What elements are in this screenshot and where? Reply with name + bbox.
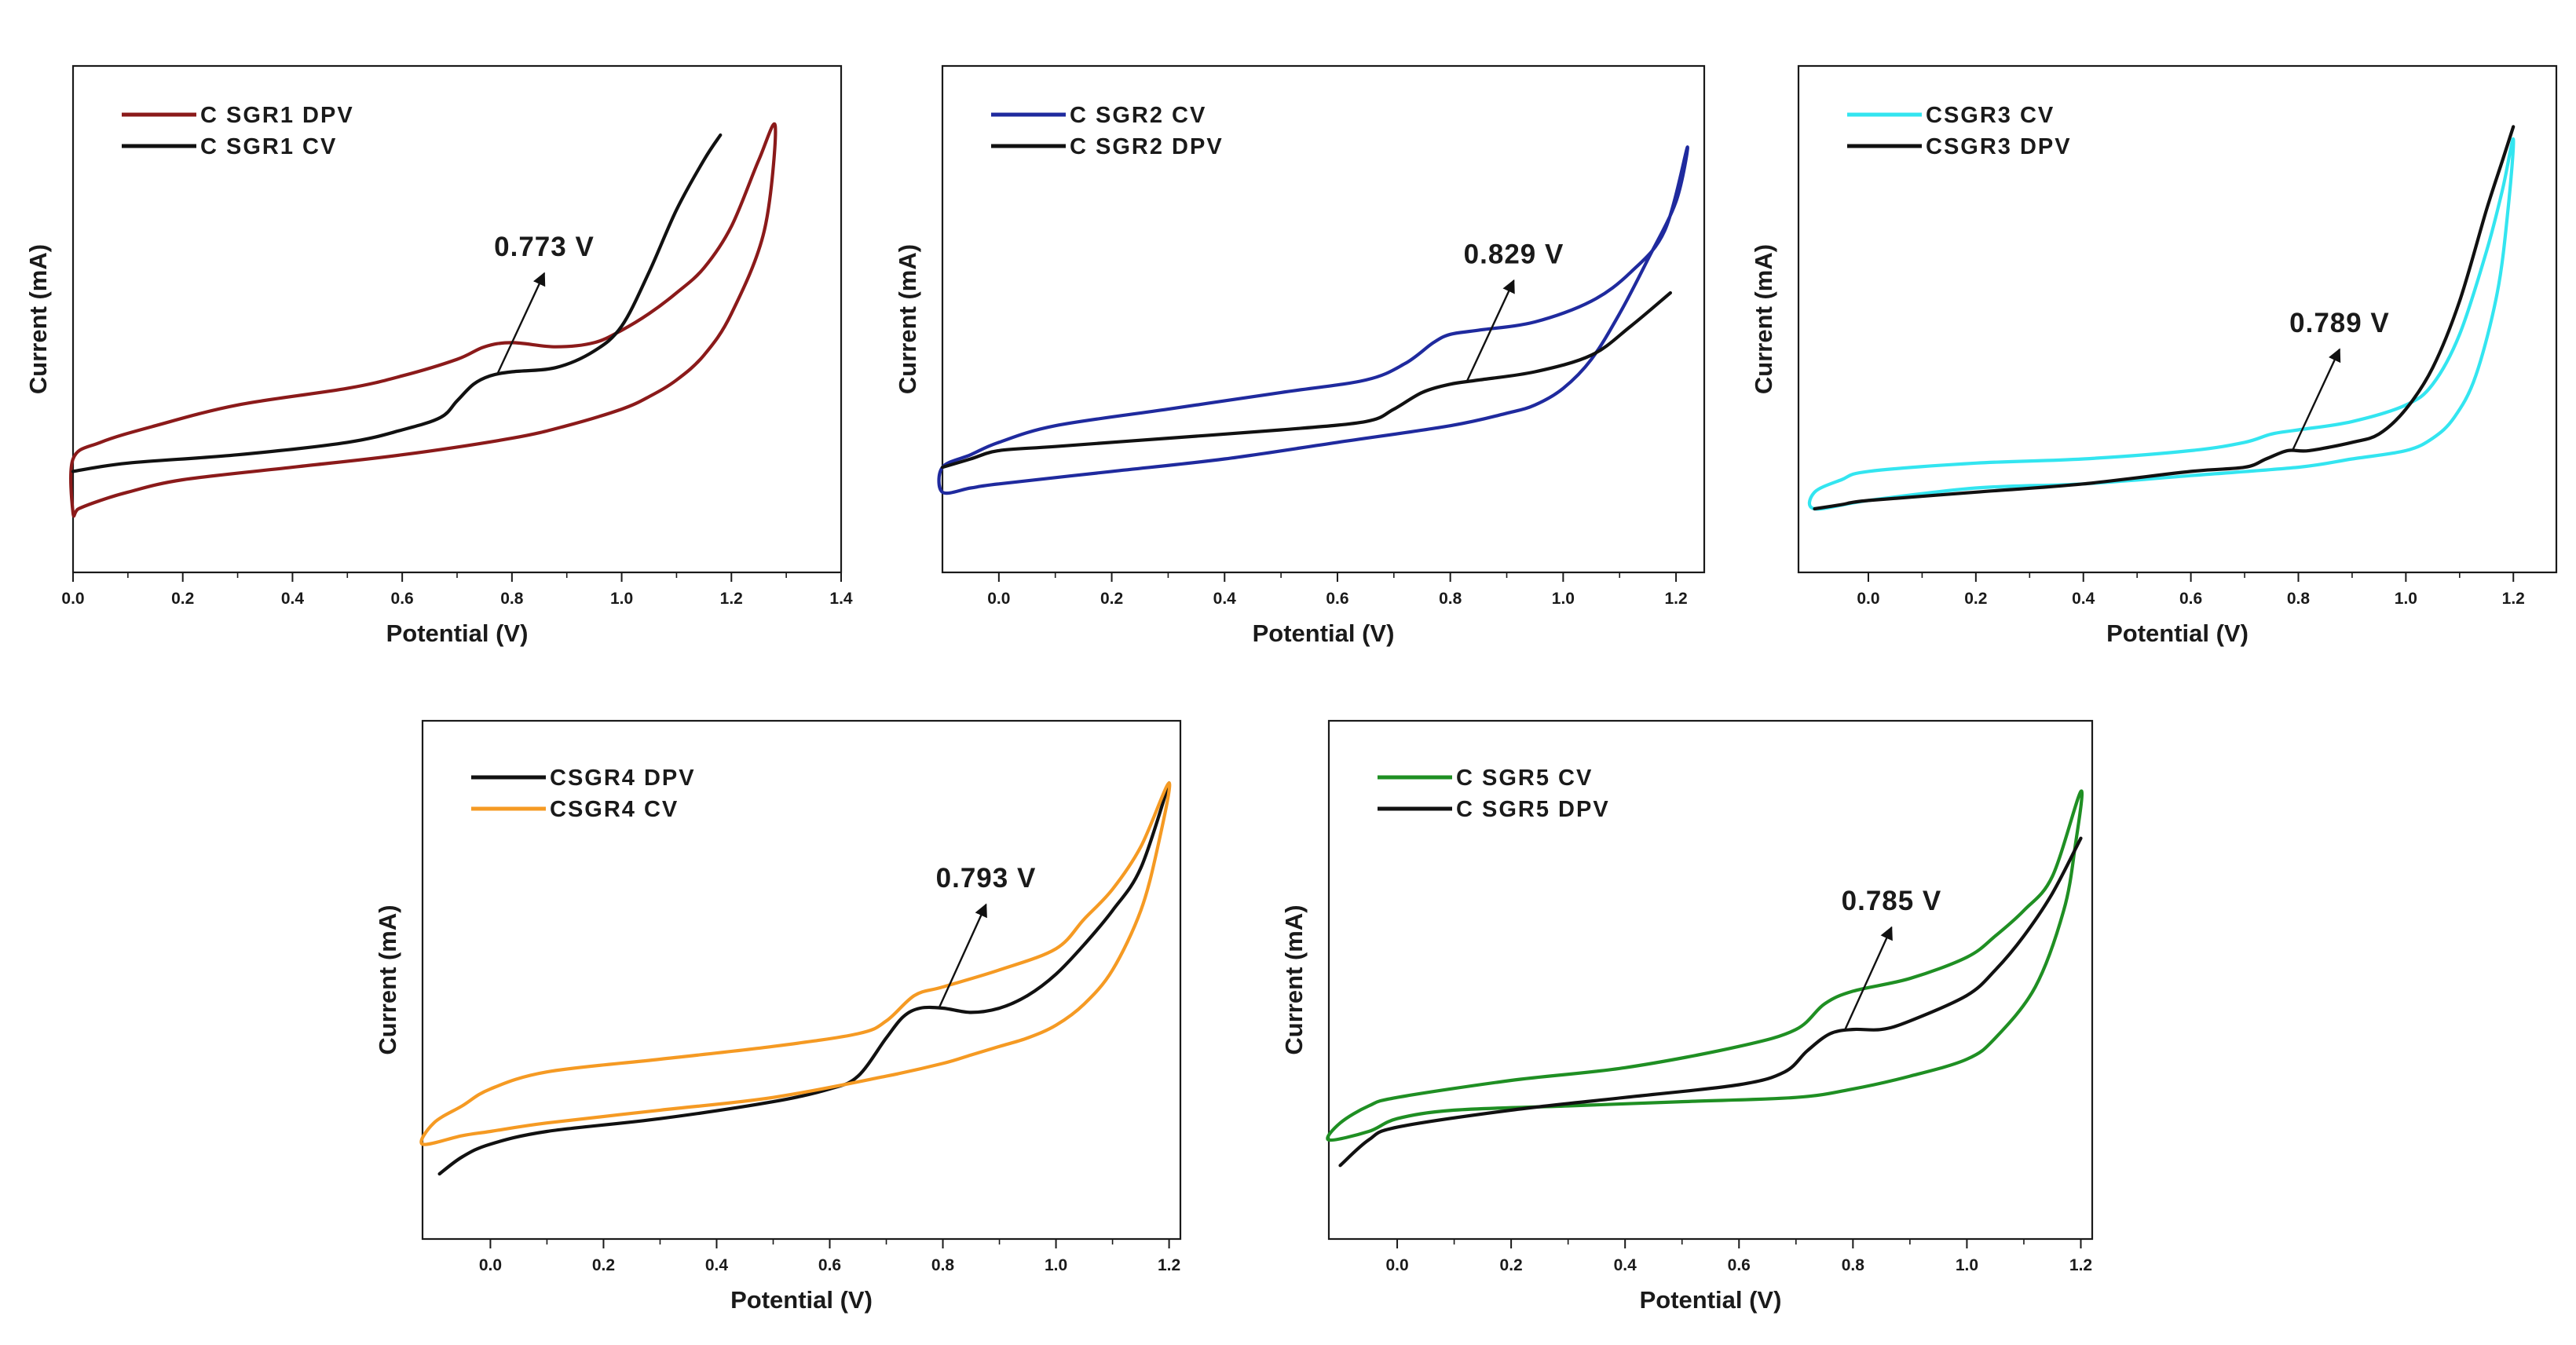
plot-frame-4: [421, 719, 1182, 1241]
series-line-3-1: [1807, 137, 2516, 511]
legend-label-1-2: C SGR1 CV: [200, 134, 337, 159]
x-tick-label: 0.4: [2072, 590, 2095, 608]
plot-frame-2: [941, 64, 1706, 574]
x-tick-label: 1.2: [1158, 1256, 1180, 1274]
legend-label-4-1: CSGR4 DPV: [550, 766, 696, 791]
annotation-arrow-2: [1465, 279, 1515, 382]
peak-annotation-4: 0.793 V: [936, 863, 1037, 894]
series-line-4-1: [437, 781, 1171, 1176]
legend-label-5-2: C SGR5 DPV: [1456, 797, 1610, 822]
x-tick-label: 1.2: [2069, 1256, 2092, 1274]
plot-frame-1: [71, 64, 843, 574]
x-axis-label: Potential (V): [386, 620, 529, 647]
y-axis-label: Current (mA): [1750, 244, 1777, 394]
peak-annotation-1: 0.773 V: [494, 232, 595, 262]
x-tick-label: 0.4: [1614, 1256, 1637, 1274]
chart-panel-5: 0.0 0.2 0.4 0.6 0.8 1.0 1.2 Potential (V) Curren…: [1280, 719, 2094, 1314]
x-tick-label: 0.0: [61, 590, 84, 608]
legend-label-1-1: C SGR1 DPV: [200, 103, 354, 128]
x-tick-label: 0.6: [1326, 590, 1348, 608]
annotation-arrow-5: [1843, 926, 1893, 1032]
x-tick-label: 0.2: [1964, 590, 1987, 608]
x-tick-label: 0.4: [281, 590, 305, 608]
x-tick-label: 0.4: [1213, 590, 1237, 608]
legend-label-2-2: C SGR2 DPV: [1070, 134, 1224, 159]
series-line-3-2: [1813, 125, 2516, 511]
x-tick-label: 0.0: [479, 1256, 502, 1274]
x-tick-label: 0.0: [987, 590, 1010, 608]
chart-panel-4: 0.0 0.2 0.4 0.6 0.8 1.0 1.2 Potential (V) Curren…: [374, 719, 1182, 1314]
x-axis-label: Potential (V): [730, 1286, 873, 1314]
x-tick-label: 0.6: [391, 590, 414, 608]
x-axis-label: Potential (V): [1640, 1286, 1782, 1314]
x-tick-label: 0.2: [1500, 1256, 1523, 1274]
legend-label-3-1: CSGR3 CV: [1926, 103, 2055, 128]
peak-annotation-5: 0.785 V: [1842, 886, 1942, 916]
series-line-5-2: [1338, 836, 2083, 1168]
x-axis-label: Potential (V): [1253, 620, 1395, 647]
x-tick-label: 1.0: [1045, 1256, 1067, 1274]
series-line-2-1: [937, 145, 1689, 495]
x-axis-label: Potential (V): [2106, 620, 2249, 647]
y-axis-label: Current (mA): [374, 905, 401, 1054]
plot-frame-3: [1797, 64, 2558, 574]
x-tick-label: 1.2: [720, 590, 743, 608]
x-tick-label: 0.8: [931, 1256, 955, 1274]
x-tick-label: 0.8: [2287, 590, 2311, 608]
x-tick-label: 1.4: [829, 590, 853, 608]
x-tick-label: 1.2: [1664, 590, 1687, 608]
x-tick-label: 1.0: [1552, 590, 1575, 608]
y-axis-label: Current (mA): [1280, 905, 1308, 1054]
chart-panel-3: 0.0 0.2 0.4 0.6 0.8 1.0 1.2 Potential (V) Curren…: [1750, 64, 2558, 647]
x-tick-label: 0.6: [1728, 1256, 1751, 1274]
x-tick-label: 0.0: [1385, 1256, 1408, 1274]
annotation-arrow-1: [496, 272, 546, 375]
series-line-4-2: [419, 781, 1172, 1146]
x-tick-label: 0.6: [818, 1256, 841, 1274]
x-tick-label: 0.8: [500, 590, 524, 608]
x-tick-label: 0.2: [171, 590, 194, 608]
x-tick-label: 0.6: [2179, 590, 2202, 608]
x-tick-label: 1.0: [610, 590, 633, 608]
chart-panel-1: 0.0 0.2 0.4 0.6 0.8 1.0 1.2 1.4 Potential (V) Cur…: [24, 64, 853, 647]
series-line-1-1: [69, 122, 778, 518]
annotation-arrow-4: [938, 903, 987, 1009]
x-tick-label: 1.0: [1956, 1256, 1978, 1274]
x-tick-label: 0.0: [1857, 590, 1879, 608]
x-tick-label: 0.4: [705, 1256, 729, 1274]
legend-label-5-1: C SGR5 CV: [1456, 766, 1593, 791]
x-tick-label: 0.2: [592, 1256, 615, 1274]
peak-annotation-3: 0.789 V: [2289, 308, 2390, 338]
chart-panel-2: 0.0 0.2 0.4 0.6 0.8 1.0 1.2 Potential (V) Curren…: [894, 64, 1706, 647]
y-axis-label: Current (mA): [24, 244, 52, 394]
x-tick-label: 1.2: [2502, 590, 2525, 608]
legend-label-3-2: CSGR3 DPV: [1926, 134, 2072, 159]
series-line-1-2: [71, 133, 723, 473]
annotation-arrow-3: [2291, 348, 2341, 451]
legend-label-2-1: C SGR2 CV: [1070, 103, 1206, 128]
series-line-2-2: [940, 291, 1672, 470]
plot-frame-5: [1327, 719, 2094, 1241]
series-line-5-1: [1326, 789, 2084, 1142]
x-tick-label: 0.2: [1100, 590, 1123, 608]
x-tick-label: 0.8: [1439, 590, 1462, 608]
legend-label-4-2: CSGR4 CV: [550, 797, 679, 822]
x-tick-label: 1.0: [2395, 590, 2417, 608]
x-tick-label: 0.8: [1842, 1256, 1865, 1274]
y-axis-label: Current (mA): [894, 244, 921, 394]
peak-annotation-2: 0.829 V: [1464, 239, 1564, 269]
